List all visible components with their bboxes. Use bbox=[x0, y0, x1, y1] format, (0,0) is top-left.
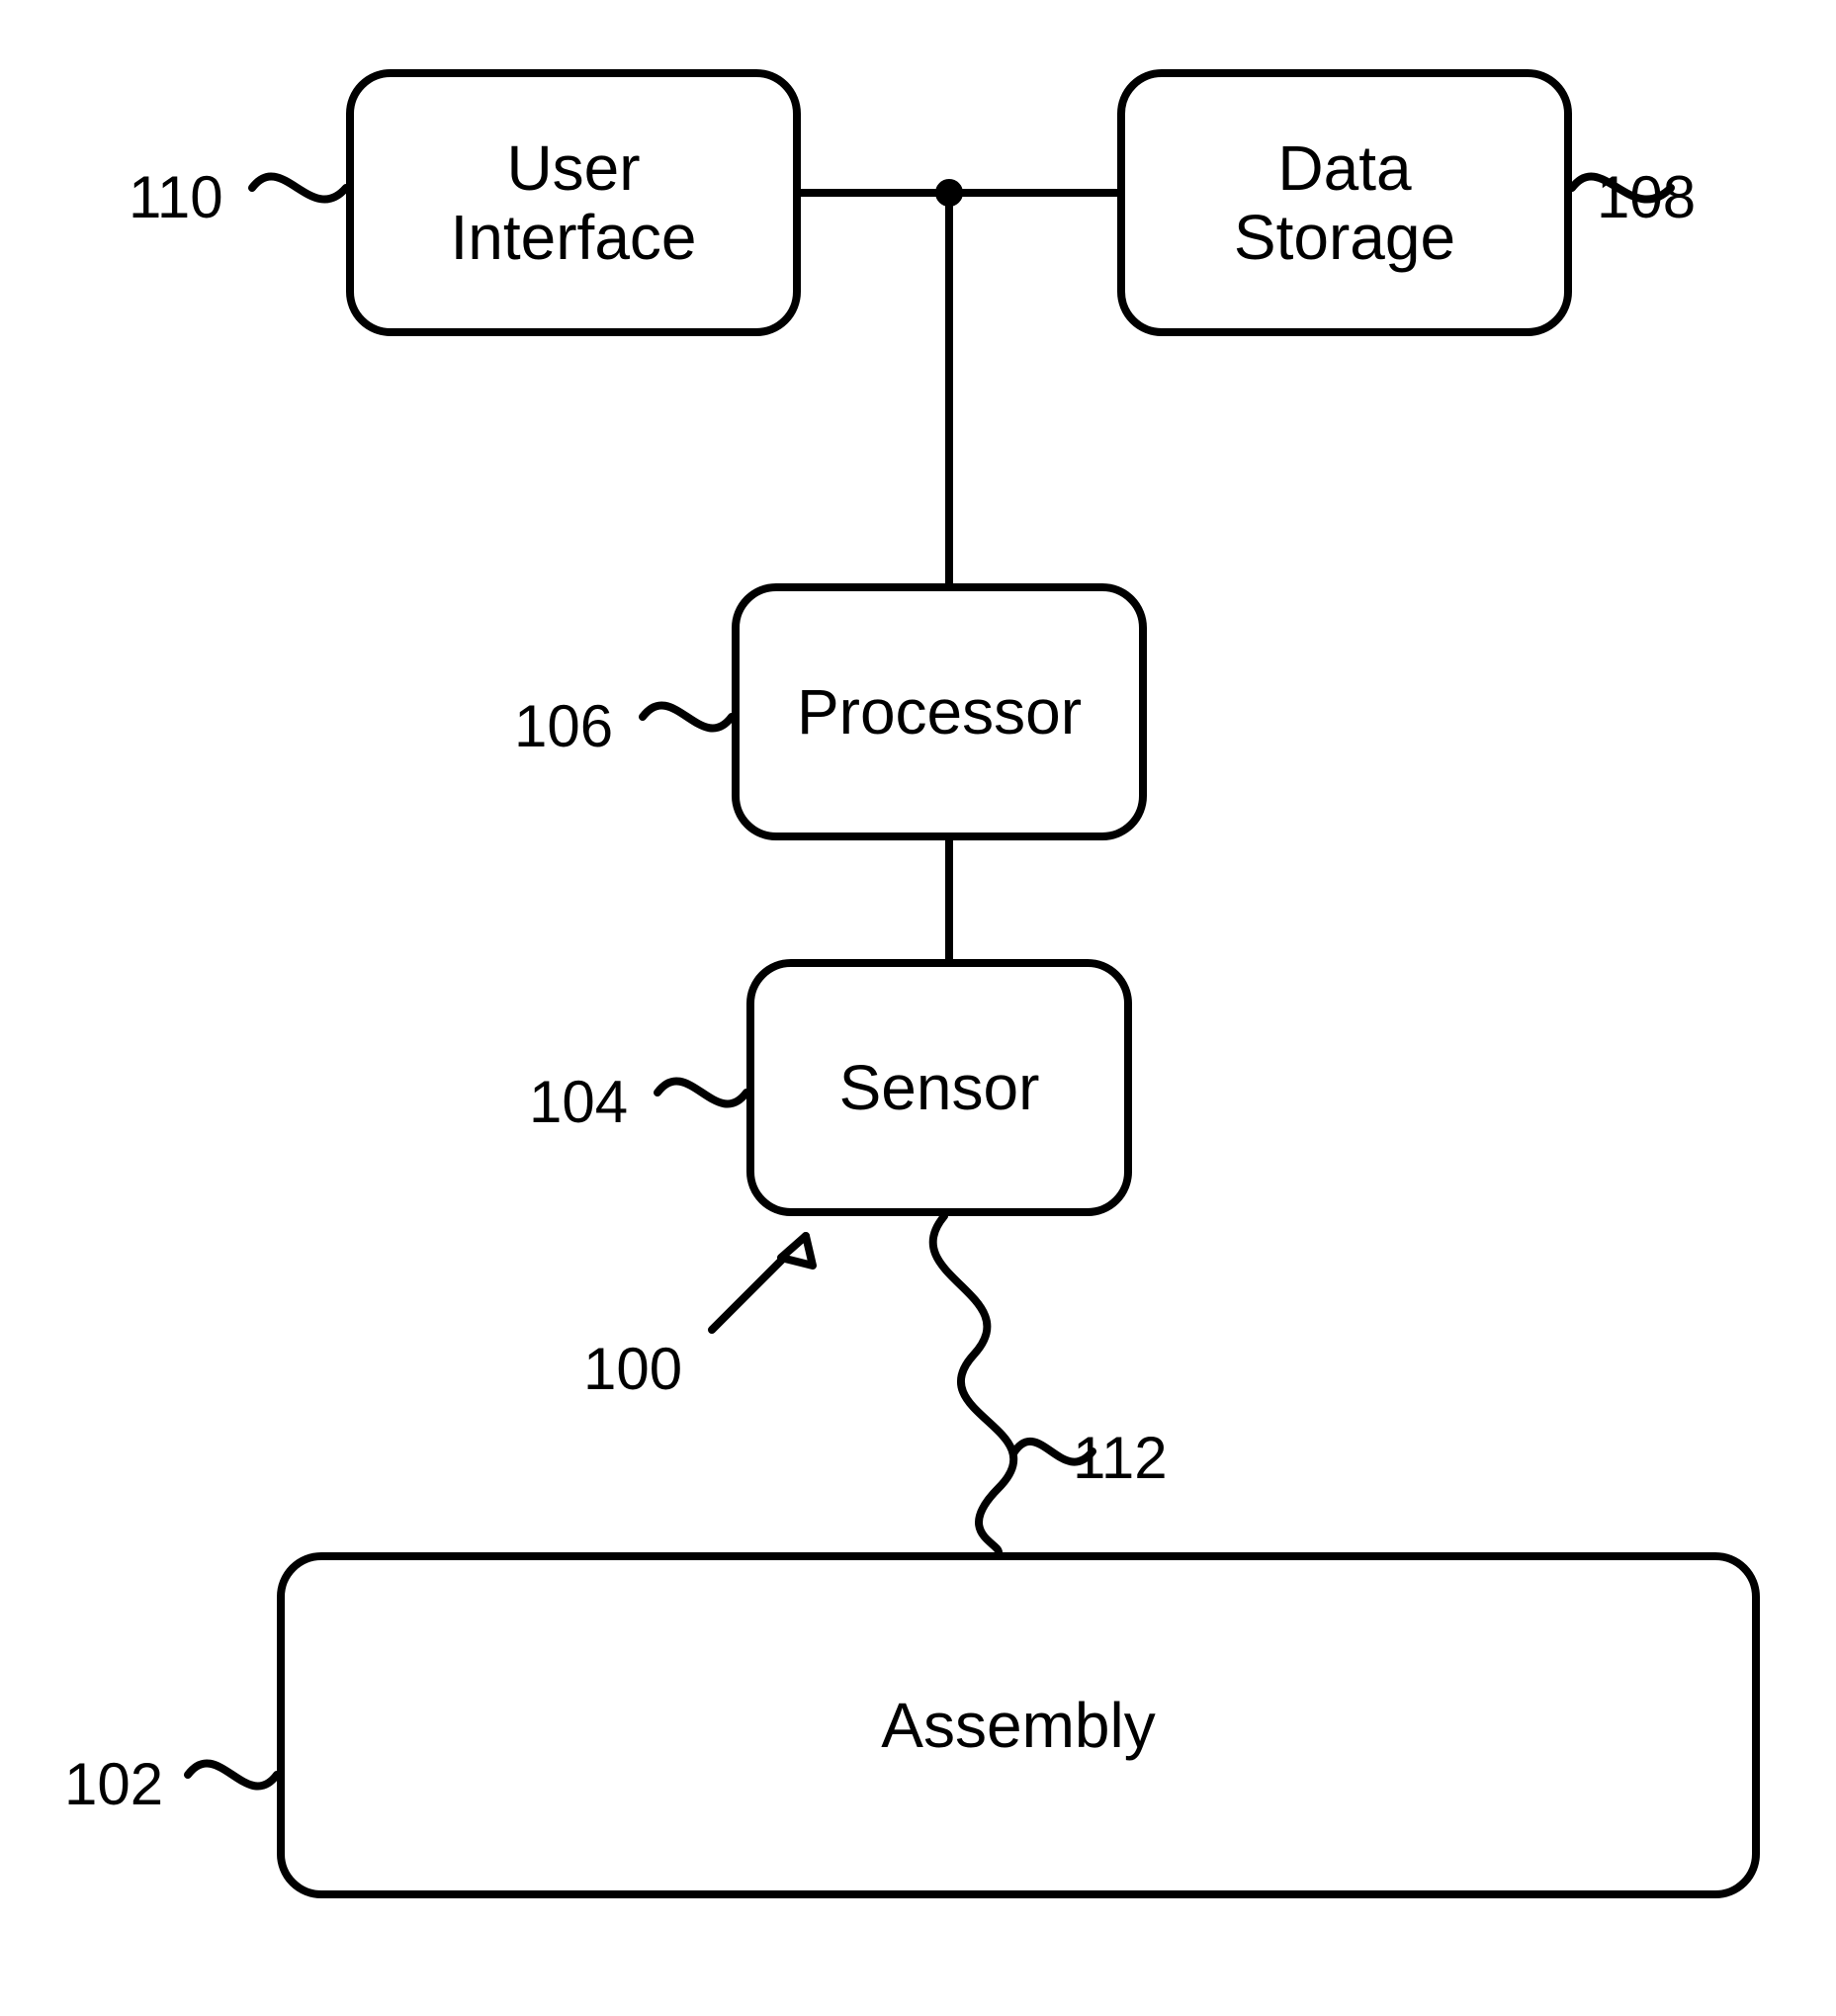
block-sensor-label: Sensor bbox=[839, 1053, 1040, 1122]
ref-106: 106 bbox=[514, 692, 613, 760]
block-data-storage: Data Storage bbox=[1117, 69, 1572, 336]
ref-112-text: 112 bbox=[1073, 1424, 1168, 1492]
diagram-canvas: User Interface Data Storage Processor Se… bbox=[0, 0, 1836, 2016]
ref-100: 100 bbox=[583, 1335, 682, 1403]
block-user-interface: User Interface bbox=[346, 69, 801, 336]
ref-112: 112 bbox=[1073, 1424, 1168, 1492]
block-assembly: Assembly bbox=[277, 1552, 1760, 1898]
block-assembly-label: Assembly bbox=[881, 1691, 1155, 1760]
ref-106-text: 106 bbox=[514, 692, 613, 760]
ref-102: 102 bbox=[64, 1750, 163, 1818]
ref-102-text: 102 bbox=[64, 1750, 163, 1818]
block-data-storage-label: Data Storage bbox=[1234, 133, 1455, 273]
block-processor-label: Processor bbox=[797, 677, 1082, 746]
ref-100-text: 100 bbox=[583, 1335, 682, 1403]
ref-110: 110 bbox=[129, 163, 223, 231]
ref-108-text: 108 bbox=[1597, 163, 1696, 231]
ref-110-text: 110 bbox=[129, 163, 223, 231]
block-processor: Processor bbox=[732, 583, 1147, 840]
ref-108: 108 bbox=[1597, 163, 1696, 231]
ref-104-text: 104 bbox=[529, 1068, 628, 1136]
ref-104: 104 bbox=[529, 1068, 628, 1136]
block-user-interface-label: User Interface bbox=[450, 133, 696, 273]
block-sensor: Sensor bbox=[746, 959, 1132, 1216]
